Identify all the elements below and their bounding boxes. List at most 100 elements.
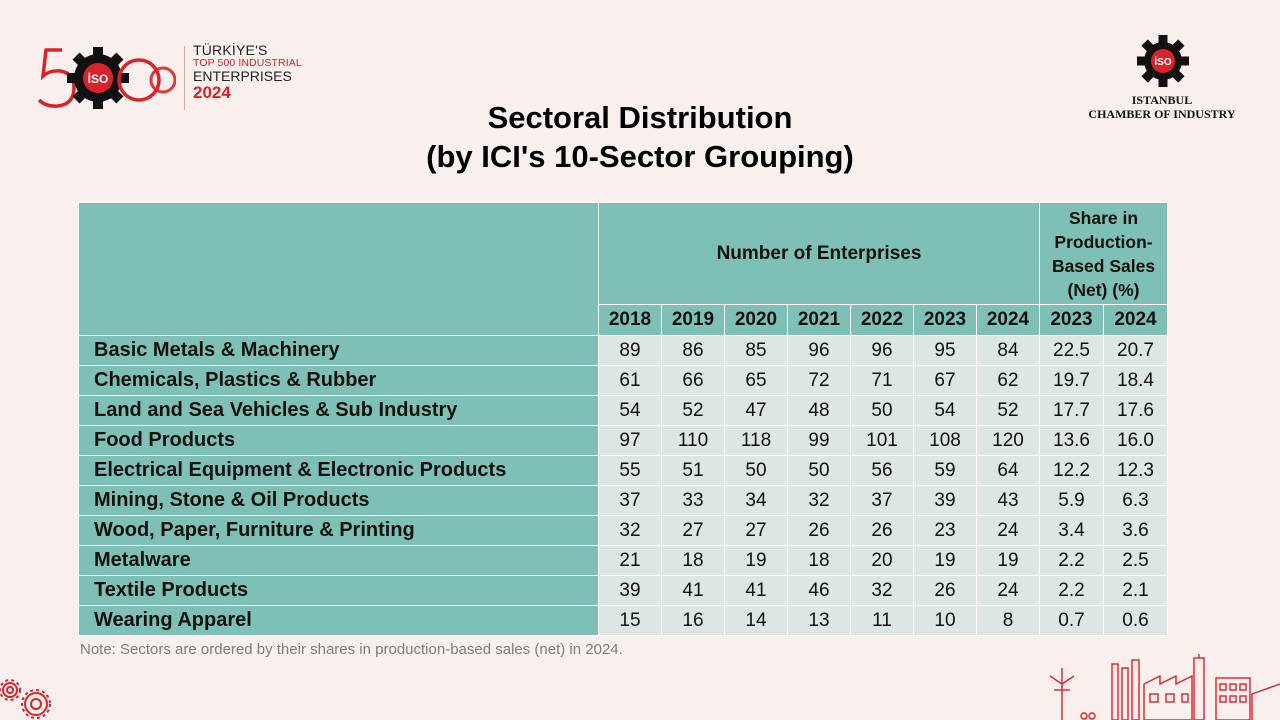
enterprise-count-cell: 118	[724, 425, 788, 456]
sector-name-cell: Land and Sea Vehicles & Sub Industry	[78, 395, 599, 426]
enterprise-count-cell: 21	[598, 545, 662, 576]
iso-gear-logo: İSO	[1137, 35, 1189, 87]
footnote: Note: Sectors are ordered by their share…	[80, 641, 623, 658]
enterprise-count-cell: 86	[661, 335, 725, 366]
enterprise-count-cell: 34	[724, 485, 788, 516]
enterprise-count-cell: 62	[976, 365, 1040, 396]
enterprise-count-cell: 120	[976, 425, 1040, 456]
sales-share-cell: 19.7	[1039, 365, 1104, 396]
organization-name: ISTANBUL CHAMBER OF INDUSTRY	[1060, 93, 1264, 121]
logo-separator	[184, 46, 185, 110]
table-row: Textile Products 39 41 41 46 32 26 24 2.2 2.1	[78, 575, 1168, 606]
enterprise-count-cell: 19	[976, 545, 1040, 576]
sector-name-cell: Wearing Apparel	[78, 605, 599, 636]
enterprise-count-cell: 110	[661, 425, 725, 456]
enterprise-count-cell: 24	[976, 575, 1040, 606]
enterprise-count-cell: 52	[661, 395, 725, 426]
enterprise-count-cell: 101	[850, 425, 914, 456]
enterprise-count-cell: 65	[724, 365, 788, 396]
sector-name-cell: Textile Products	[78, 575, 599, 606]
title-line2: (by ICI's 10-Sector Grouping)	[426, 139, 854, 174]
enterprise-count-cell: 50	[787, 455, 851, 486]
sales-share-cell: 2.2	[1039, 575, 1104, 606]
enterprise-count-cell: 18	[787, 545, 851, 576]
sales-share-cell: 2.1	[1103, 575, 1168, 606]
enterprise-count-cell: 48	[787, 395, 851, 426]
sales-share-cell: 17.7	[1039, 395, 1104, 426]
share-group-header: Share in Production-Based Sales (Net) (%…	[1039, 202, 1168, 305]
enterprise-count-cell: 13	[787, 605, 851, 636]
logo-line2: TOP 500 INDUSTRIAL	[193, 57, 302, 69]
enterprise-count-cell: 19	[724, 545, 788, 576]
table-row: Land and Sea Vehicles & Sub Industry 54 52…	[78, 395, 1168, 426]
enterprise-count-cell: 71	[850, 365, 914, 396]
enterprise-count-cell: 66	[661, 365, 725, 396]
table-row: Electrical Equipment & Electronic Produc…	[78, 455, 1168, 486]
table-row: Wood, Paper, Furniture & Printing 32 27 27 2…	[78, 515, 1168, 546]
enterprise-count-cell: 54	[598, 395, 662, 426]
year-header-2022: 2022	[850, 304, 914, 336]
enterprise-count-cell: 32	[787, 485, 851, 516]
logo-line3: ENTERPRISES	[193, 68, 292, 84]
year-header-2021: 2021	[787, 304, 851, 336]
enterprise-count-cell: 39	[598, 575, 662, 606]
sales-share-cell: 18.4	[1103, 365, 1168, 396]
enterprise-count-cell: 85	[724, 335, 788, 366]
enterprise-count-cell: 41	[661, 575, 725, 606]
top500-logo-text: TÜRKİYE'S TOP 500 INDUSTRIAL ENTERPRISES…	[193, 43, 302, 102]
sales-share-cell: 12.3	[1103, 455, 1168, 486]
enterprises-group-header: Number of Enterprises	[598, 202, 1040, 305]
share-year-header-2023: 2023	[1039, 304, 1104, 336]
table-row: Wearing Apparel 15 16 14 13 11 10 8 0.7 0.6	[78, 605, 1168, 636]
enterprise-count-cell: 8	[976, 605, 1040, 636]
table-row: Metalware 21 18 19 18 20 19 19 2.2 2.5	[78, 545, 1168, 576]
enterprise-count-cell: 67	[913, 365, 977, 396]
sales-share-cell: 20.7	[1103, 335, 1168, 366]
year-header-row: 2018 2019 2020 2021 2022 2023 2024 2023 2024	[79, 304, 1168, 336]
org-name-line1: ISTANBUL	[1131, 93, 1193, 107]
enterprise-count-cell: 55	[598, 455, 662, 486]
sales-share-cell: 12.2	[1039, 455, 1104, 486]
sector-name-cell: Electrical Equipment & Electronic Produc…	[78, 455, 599, 486]
sector-name-cell: Mining, Stone & Oil Products	[78, 485, 599, 516]
enterprise-count-cell: 37	[598, 485, 662, 516]
year-header-2019: 2019	[661, 304, 725, 336]
enterprise-count-cell: 32	[850, 575, 914, 606]
page-title: Sectoral Distribution (by ICI's 10-Secto…	[340, 98, 940, 176]
enterprise-count-cell: 84	[976, 335, 1040, 366]
enterprise-count-cell: 23	[913, 515, 977, 546]
enterprise-count-cell: 11	[850, 605, 914, 636]
org-name-line2: CHAMBER OF INDUSTRY	[1088, 107, 1236, 121]
enterprise-count-cell: 99	[787, 425, 851, 456]
logo-year: 2024	[193, 83, 231, 102]
enterprise-count-cell: 46	[787, 575, 851, 606]
enterprise-count-cell: 37	[850, 485, 914, 516]
enterprise-count-cell: 108	[913, 425, 977, 456]
enterprise-count-cell: 95	[913, 335, 977, 366]
svg-text:İSO: İSO	[88, 71, 109, 86]
industry-skyline-icon	[1049, 654, 1280, 720]
enterprise-count-cell: 50	[850, 395, 914, 426]
enterprise-count-cell: 54	[913, 395, 977, 426]
enterprise-count-cell: 96	[787, 335, 851, 366]
enterprise-count-cell: 52	[976, 395, 1040, 426]
sector-distribution-table: Number of Enterprises Share in Productio…	[78, 202, 1168, 636]
enterprise-count-cell: 26	[850, 515, 914, 546]
enterprise-count-cell: 14	[724, 605, 788, 636]
sales-share-cell: 6.3	[1103, 485, 1168, 516]
svg-text:İSO: İSO	[1154, 55, 1171, 68]
enterprise-count-cell: 19	[913, 545, 977, 576]
year-header-2020: 2020	[724, 304, 788, 336]
gears-decoration-icon	[0, 679, 51, 719]
table-row: Food Products 97 110 118 99 101 108 120 13.6 16.0	[78, 425, 1168, 456]
enterprise-count-cell: 39	[913, 485, 977, 516]
table-row: Mining, Stone & Oil Products 37 33 34 32 37 39…	[78, 485, 1168, 516]
sector-name-cell: Basic Metals & Machinery	[78, 335, 599, 366]
sales-share-cell: 13.6	[1039, 425, 1104, 456]
enterprise-count-cell: 64	[976, 455, 1040, 486]
enterprise-count-cell: 27	[661, 515, 725, 546]
enterprise-count-cell: 47	[724, 395, 788, 426]
title-line1: Sectoral Distribution	[487, 100, 793, 135]
sector-header-cell	[78, 202, 599, 336]
enterprise-count-cell: 61	[598, 365, 662, 396]
